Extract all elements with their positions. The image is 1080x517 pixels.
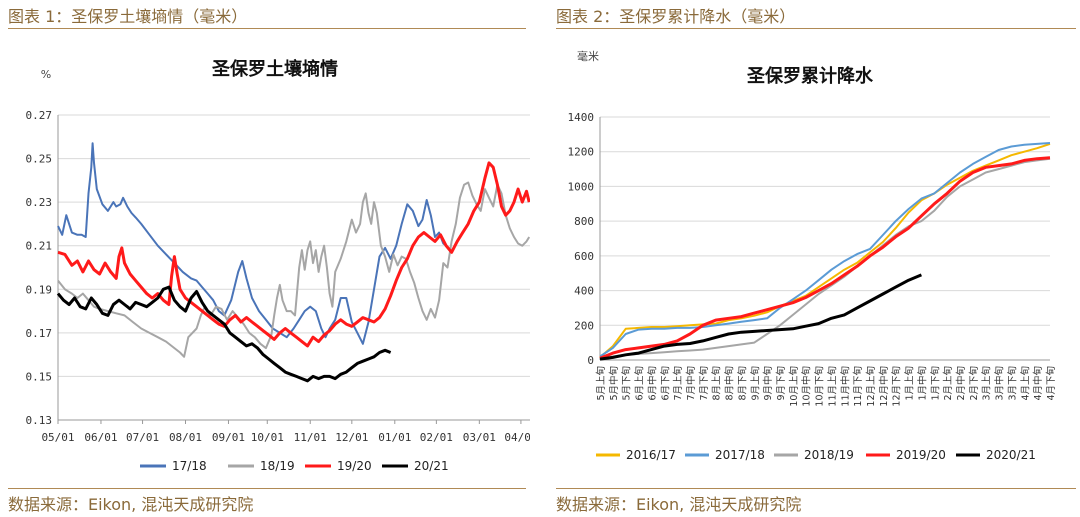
x-tick-label: 4月上旬 [1019,366,1031,401]
x-tick-label: 9月上旬 [749,366,761,401]
legend-label: 18/19 [260,459,295,473]
y-tick-label: 0.19 [26,283,53,296]
chart-title: 圣保罗累计降水 [746,65,874,87]
y-tick-label: 600 [574,250,594,263]
x-tick-label: 1月中旬 [916,366,928,401]
x-tick-label: 7月中旬 [685,366,697,401]
y-tick-label: 0.23 [26,196,53,209]
series-line-2020-21 [599,273,922,361]
right-figure: 图表 2：圣保罗累计降水（毫米） 圣保罗累计降水 毫米 0 200 400 600 800 1… [548,0,1080,517]
x-tick-label: 2月上旬 [942,366,954,401]
x-tick-label: 11月中旬 [839,366,851,407]
series-line-2017-18 [599,142,1051,358]
x-tick-label: 02/01 [420,431,453,444]
legend-label: 2017/18 [715,448,765,462]
x-tick-label: 11月上旬 [826,366,838,407]
series-line-2016-17 [599,142,1051,359]
x-tick-label: 1月下旬 [929,366,941,401]
x-tick-label: 6月上旬 [634,366,646,401]
x-tick-label: 3月中旬 [994,366,1006,401]
x-tick-label: 5月中旬 [608,366,620,401]
x-tick-label: 07/01 [126,431,159,444]
y-tick-label: 0.13 [26,414,53,427]
y-tick-label: 0.15 [26,370,53,383]
x-tick-label: 10月中旬 [801,366,813,407]
left-figure: 图表 1：圣保罗土壤墒情（毫米） 圣保罗土壤墒情% 0.13 0.15 0.17 0.1… [0,0,530,517]
x-tick-label: 11月下旬 [852,366,864,407]
x-tick-label: 5月下旬 [621,366,633,401]
y-tick-label: 1200 [568,146,595,159]
legend-label: 2016/17 [626,448,676,462]
series-line-20-21 [56,285,392,383]
series-line-17-18 [57,142,450,345]
legend-label: 2020/21 [986,448,1036,462]
x-tick-label: 05/01 [41,431,74,444]
y-tick-label: 800 [574,215,594,228]
series-line-19-20 [57,161,530,348]
x-tick-label: 04/01 [504,431,530,444]
series-line-18-19 [57,181,530,358]
x-tick-label: 9月下旬 [775,366,787,401]
x-tick-label: 8月下旬 [736,366,748,401]
x-tick-label: 03/01 [463,431,496,444]
x-tick-label: 11/01 [294,431,327,444]
y-tick-label: 0.21 [26,240,53,253]
legend-label: 2018/19 [804,448,854,462]
x-tick-label: 4月下旬 [1045,366,1057,401]
source-rule [8,488,526,489]
x-tick-label: 2月中旬 [955,366,967,401]
y-tick-label: 0 [587,354,594,367]
x-tick-label: 10月下旬 [814,366,826,407]
x-tick-label: 8月中旬 [724,366,736,401]
x-tick-label: 2月下旬 [968,366,980,401]
legend-label: 17/18 [172,459,207,473]
caption-rule [8,28,526,29]
x-tick-label: 7月下旬 [698,366,710,401]
x-tick-label: 12月下旬 [891,366,903,407]
y-axis-unit: 毫米 [577,49,599,63]
x-tick-label: 6月下旬 [659,366,671,401]
x-tick-label: 10/01 [251,431,284,444]
y-tick-label: 0.25 [26,153,53,166]
y-tick-label: 400 [574,285,594,298]
figure-caption: 图表 1：圣保罗土壤墒情（毫米） [8,7,248,26]
source-rule [556,488,1076,489]
x-tick-label: 12/01 [335,431,368,444]
soil-moisture-chart: 圣保罗土壤墒情% 0.13 0.15 0.17 0.19 0.21 0.23 0.25 0.27… [26,58,530,473]
x-tick-label: 10月上旬 [788,366,800,407]
data-source: 数据来源：Eikon, 混沌天成研究院 [8,495,254,514]
x-tick-label: 8月上旬 [711,366,723,401]
x-tick-label: 08/01 [169,431,202,444]
x-tick-label: 3月上旬 [981,366,993,401]
y-tick-label: 1400 [568,111,595,124]
x-tick-label: 06/01 [84,431,117,444]
caption-rule [556,28,1076,29]
figure-caption: 图表 2：圣保罗累计降水（毫米） [556,7,796,26]
legend-label: 2019/20 [896,448,946,462]
y-tick-label: 1000 [568,180,595,193]
x-tick-label: 7月上旬 [672,366,684,401]
x-tick-label: 01/01 [378,431,411,444]
x-tick-label: 6月中旬 [646,366,658,401]
legend-label: 19/20 [337,459,372,473]
series-line-2019-20 [599,156,1051,360]
x-tick-label: 12月上旬 [865,366,877,407]
x-tick-label: 09/01 [212,431,245,444]
x-tick-label: 3月下旬 [1006,366,1018,401]
y-tick-label: 0.17 [26,327,53,340]
data-source: 数据来源：Eikon, 混沌天成研究院 [556,495,802,514]
x-tick-label: 5月上旬 [595,366,607,401]
x-tick-label: 4月中旬 [1032,366,1044,401]
x-tick-label: 12月中旬 [878,366,890,407]
series-line-2018-19 [599,157,1051,361]
x-tick-label: 9月中旬 [762,366,774,401]
legend-label: 20/21 [414,459,449,473]
y-axis-unit: % [41,68,51,81]
y-tick-label: 0.27 [26,109,53,122]
y-tick-label: 200 [574,319,594,332]
x-tick-label: 1月上旬 [904,366,916,401]
chart-title: 圣保罗土壤墒情 [211,58,338,80]
